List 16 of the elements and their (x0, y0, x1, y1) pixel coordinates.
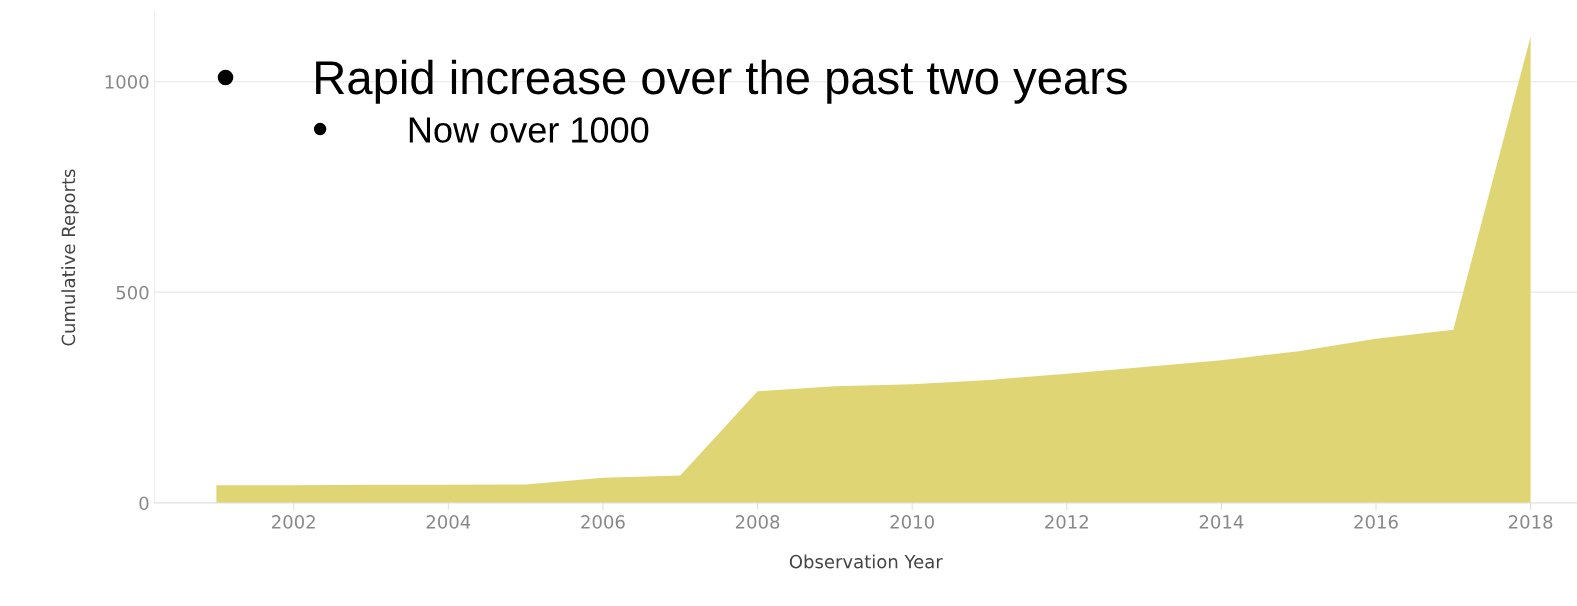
annotation: Now over 1000 (409, 117, 649, 143)
x-tick-label: 2006 (581, 515, 625, 529)
x-tick-label: 2010 (890, 515, 934, 529)
x-tick-label: 2008 (735, 515, 780, 529)
x-tick-label: 2018 (1508, 515, 1553, 529)
annotation: Rapid increase over the past two years (316, 59, 1127, 104)
y-tick-label: 500 (116, 285, 149, 300)
x-tick-label: 2014 (1199, 515, 1244, 529)
x-axis-title: Observation Year (789, 554, 943, 569)
y-tick-label: 1000 (105, 75, 149, 89)
x-tick-label: 2004 (426, 515, 471, 529)
x-tick-label: 2016 (1354, 515, 1398, 529)
x-tick-label: 2002 (272, 515, 315, 529)
y-tick-label: 0 (139, 496, 149, 511)
x-tick-label: 2012 (1045, 515, 1088, 529)
y-axis-title: Cumulative Reports (61, 169, 79, 346)
